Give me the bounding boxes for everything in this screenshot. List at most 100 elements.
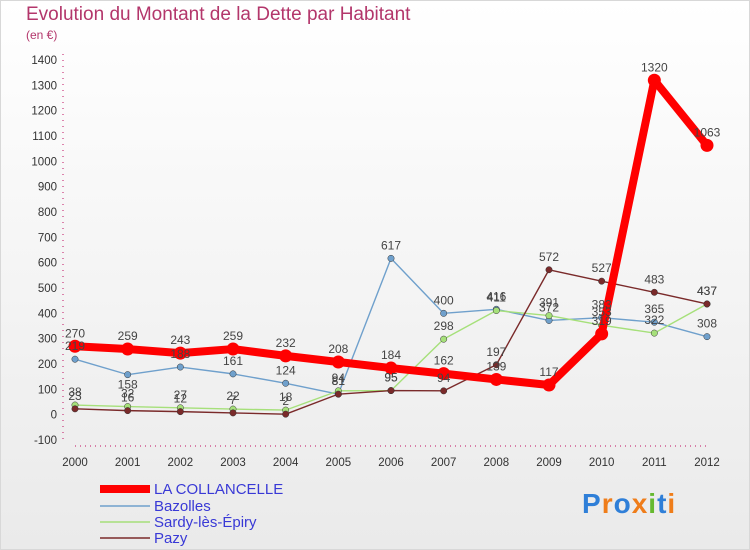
data-label: 2 — [282, 394, 289, 408]
y-tick-label: 900 — [38, 182, 57, 194]
data-point — [700, 138, 714, 152]
x-tick-label: 2010 — [589, 457, 615, 469]
data-label: 365 — [644, 302, 664, 316]
chart-title: Evolution du Montant de la Dette par Hab… — [26, 4, 411, 25]
data-point — [334, 390, 342, 398]
data-label: 232 — [276, 336, 296, 350]
data-label: 184 — [381, 348, 401, 362]
data-point — [282, 410, 290, 418]
data-label: 7 — [230, 393, 237, 407]
data-point — [650, 318, 658, 326]
data-point — [331, 355, 345, 369]
data-point — [387, 254, 395, 262]
data-point — [226, 342, 240, 356]
data-label: 219 — [65, 339, 85, 353]
data-label: 95 — [384, 371, 398, 385]
data-label: 208 — [328, 342, 348, 356]
data-label: 23 — [68, 389, 82, 403]
data-point — [176, 363, 184, 371]
data-point — [229, 409, 237, 417]
y-tick-label: 300 — [38, 334, 57, 346]
data-point — [598, 277, 606, 285]
data-label: 158 — [118, 378, 138, 392]
y-tick-label: -100 — [34, 435, 57, 447]
data-label: 243 — [170, 333, 190, 347]
x-tick-label: 2004 — [273, 457, 299, 469]
x-tick-label: 2011 — [642, 457, 667, 469]
x-tick-label: 2003 — [220, 457, 246, 469]
data-point — [68, 339, 82, 353]
data-label: 124 — [276, 363, 296, 377]
data-point — [387, 387, 395, 395]
data-label: 1320 — [641, 60, 668, 74]
data-label: 161 — [223, 354, 243, 368]
data-point — [545, 312, 553, 320]
data-label: 400 — [434, 293, 454, 307]
data-label: 383 — [592, 298, 612, 312]
data-point — [71, 405, 79, 413]
x-tick-label: 2007 — [431, 457, 457, 469]
data-point — [440, 335, 448, 343]
legend-label: Bazolles — [154, 498, 211, 515]
data-label: 259 — [223, 329, 243, 343]
data-point — [647, 73, 661, 87]
data-point — [595, 327, 609, 341]
data-point — [650, 329, 658, 337]
data-point — [440, 387, 448, 395]
data-label: 117 — [539, 365, 558, 379]
data-label: 298 — [434, 319, 454, 333]
data-label: 1063 — [694, 125, 721, 139]
legend-label: Sardy-lès-Épiry — [154, 514, 257, 531]
legend-label: LA COLLANCELLE — [154, 481, 283, 498]
y-tick-label: 1000 — [31, 156, 57, 168]
data-label: 483 — [644, 272, 664, 286]
chart-subtitle: (en €) — [26, 28, 58, 42]
data-label: 139 — [486, 359, 506, 373]
data-label: 617 — [381, 238, 401, 252]
data-point — [492, 307, 500, 314]
data-label: 391 — [539, 296, 559, 310]
data-point — [176, 408, 184, 416]
data-label: 32 — [121, 387, 135, 401]
data-label: 197 — [486, 345, 506, 359]
data-point — [440, 309, 448, 317]
data-label: 372 — [539, 300, 559, 314]
y-tick-label: 1200 — [31, 106, 57, 118]
x-tick-label: 2008 — [484, 457, 510, 469]
data-point — [650, 288, 658, 296]
data-point — [703, 300, 711, 308]
data-label: 437 — [697, 284, 717, 298]
y-tick-label: 100 — [38, 384, 57, 396]
y-tick-label: 400 — [38, 308, 57, 320]
data-label: 94 — [332, 371, 346, 385]
data-point — [545, 266, 553, 274]
y-tick-label: 600 — [38, 258, 57, 270]
data-point — [229, 370, 237, 378]
data-label: 411 — [487, 291, 506, 305]
data-point — [279, 349, 293, 363]
data-label: 27 — [174, 388, 188, 402]
data-point — [124, 371, 132, 379]
data-label: 94 — [437, 371, 451, 385]
data-point — [437, 367, 451, 381]
data-label: 81 — [332, 374, 346, 388]
legend-label: Pazy — [154, 530, 188, 547]
data-point — [124, 407, 132, 415]
data-label: 319 — [592, 314, 612, 328]
data-label: 416 — [486, 289, 506, 303]
data-label: 162 — [434, 354, 454, 368]
data-point — [384, 361, 398, 375]
y-tick-label: 200 — [38, 359, 57, 371]
data-label: 95 — [384, 371, 398, 385]
data-label: 81 — [332, 374, 346, 388]
data-label: 22 — [226, 389, 240, 403]
data-point — [121, 342, 135, 356]
data-point — [489, 372, 503, 386]
data-label: 259 — [118, 329, 138, 343]
proxiti-logo: Proxiti — [582, 488, 677, 519]
data-label: 16 — [121, 391, 135, 405]
x-tick-label: 2000 — [62, 457, 88, 469]
y-tick-label: 500 — [38, 283, 57, 295]
y-tick-label: 0 — [51, 410, 57, 422]
